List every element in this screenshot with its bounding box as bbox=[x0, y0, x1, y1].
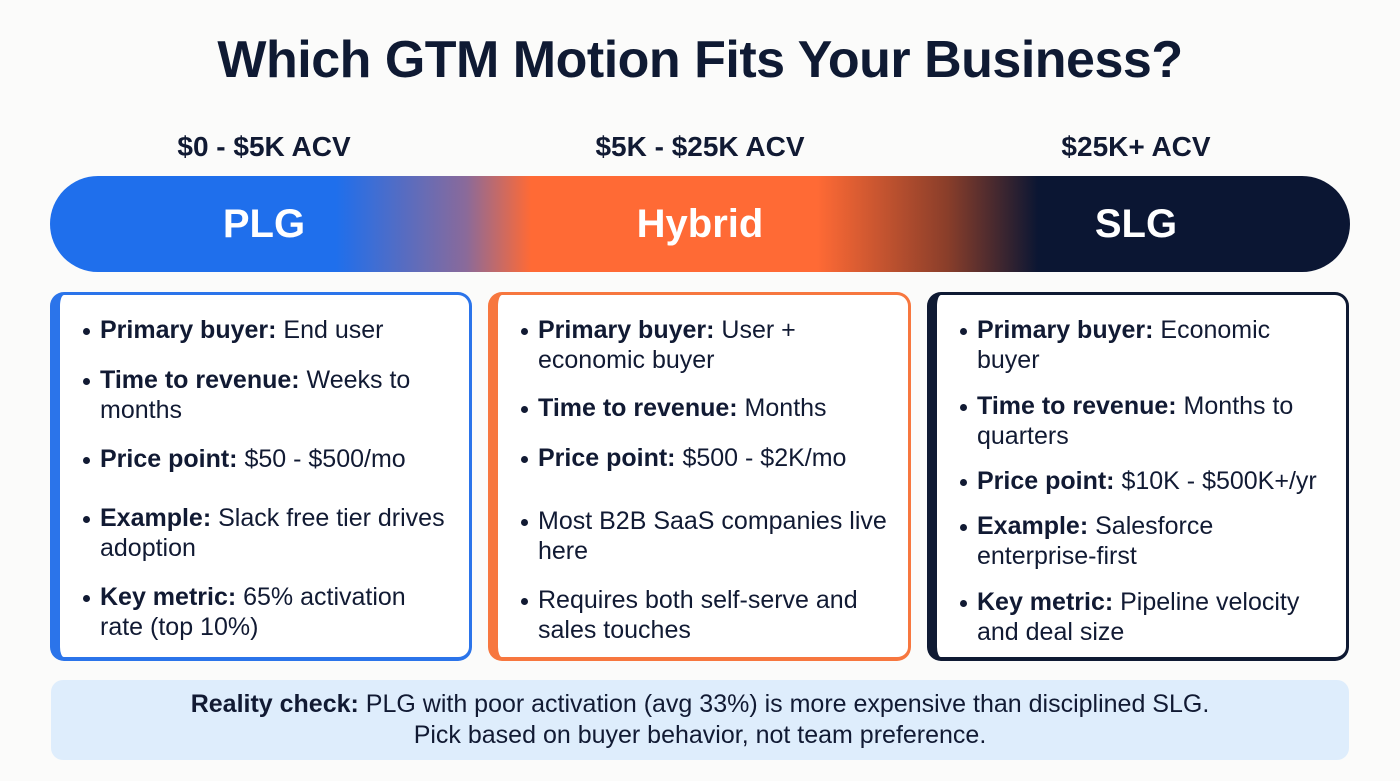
list-item: Example: Salesforce enterprise-first bbox=[960, 511, 1326, 571]
list-item: Primary buyer: User + economic buyer bbox=[521, 315, 888, 375]
item-key: Time to revenue: bbox=[977, 392, 1177, 420]
reality-check-text: PLG with poor activation (avg 33%) is mo… bbox=[358, 690, 1210, 718]
item-key: Example: bbox=[977, 512, 1089, 540]
reality-check-callout: Reality check: PLG with poor activation … bbox=[51, 680, 1349, 760]
list-item: Requires both self-serve and sales touch… bbox=[521, 585, 888, 645]
acv-label-slg: $25K+ ACV bbox=[1061, 131, 1211, 162]
item-key: Time to revenue: bbox=[538, 394, 738, 422]
plg-list: Primary buyer: End user Time to revenue:… bbox=[83, 315, 449, 642]
list-item: Price point: $10K - $500K+/yr bbox=[960, 466, 1326, 496]
list-item: Time to revenue: Months bbox=[521, 393, 888, 423]
item-key: Example: bbox=[100, 504, 212, 532]
item-value: Salesforce enterprise-first bbox=[977, 512, 1214, 570]
reality-check-line-2: Pick based on buyer behavior, not team p… bbox=[413, 721, 987, 749]
acv-label-plg: $0 - $5K ACV bbox=[177, 131, 351, 162]
item-value: Months to quarters bbox=[977, 392, 1294, 450]
item-key: Primary buyer: bbox=[977, 316, 1154, 344]
list-item: Time to revenue: Months to quarters bbox=[960, 391, 1326, 451]
card-plg: Primary buyer: End user Time to revenue:… bbox=[50, 292, 472, 661]
item-value: Requires both self-serve and sales touch… bbox=[538, 586, 858, 644]
bar-label-plg: PLG bbox=[222, 202, 306, 246]
acv-label-hybrid: $5K - $25K ACV bbox=[595, 131, 805, 162]
item-key: Key metric: bbox=[100, 583, 237, 611]
item-value: $10K - $500K+/yr bbox=[1114, 467, 1317, 495]
list-item: Time to revenue: Weeks to months bbox=[83, 365, 449, 425]
list-item: Price point: $500 - $2K/mo bbox=[521, 443, 888, 473]
list-item: Price point: $50 - $500/mo bbox=[83, 444, 449, 474]
reality-check-label: Reality check: bbox=[190, 690, 359, 718]
item-value: Pipeline velocity and deal size bbox=[977, 588, 1300, 646]
item-value: Most B2B SaaS companies live here bbox=[538, 507, 887, 565]
list-item: Key metric: Pipeline velocity and deal s… bbox=[960, 587, 1326, 647]
slg-list: Primary buyer: Economic buyer Time to re… bbox=[960, 315, 1326, 647]
item-key: Time to revenue: bbox=[100, 366, 300, 394]
item-key: Price point: bbox=[100, 445, 238, 473]
card-hybrid: Primary buyer: User + economic buyer Tim… bbox=[488, 292, 911, 661]
item-key: Key metric: bbox=[977, 588, 1114, 616]
item-key: Price point: bbox=[538, 444, 676, 472]
item-value: $500 - $2K/mo bbox=[675, 444, 847, 472]
item-value: Weeks to months bbox=[100, 366, 411, 424]
card-slg: Primary buyer: Economic buyer Time to re… bbox=[927, 292, 1349, 661]
item-key: Primary buyer: bbox=[538, 316, 715, 344]
reality-check-line-1: Reality check: PLG with poor activation … bbox=[51, 689, 1349, 720]
list-item: Most B2B SaaS companies live here bbox=[521, 506, 888, 566]
item-value: Economic buyer bbox=[977, 316, 1271, 374]
item-value: $50 - $500/mo bbox=[237, 445, 406, 473]
gtm-spectrum-bar: PLG Hybrid SLG bbox=[50, 176, 1350, 272]
hybrid-list: Primary buyer: User + economic buyer Tim… bbox=[521, 315, 888, 645]
list-item: Key metric: 65% activation rate (top 10%… bbox=[83, 582, 449, 642]
item-value: Slack free tier drives adoption bbox=[100, 504, 445, 562]
item-value: Months bbox=[737, 394, 827, 422]
item-key: Price point: bbox=[977, 467, 1115, 495]
list-item: Primary buyer: End user bbox=[83, 315, 449, 345]
item-value: User + economic buyer bbox=[538, 316, 796, 374]
bar-label-hybrid: Hybrid bbox=[636, 202, 764, 246]
list-item: Example: Slack free tier drives adoption bbox=[83, 503, 449, 563]
item-value: End user bbox=[276, 316, 384, 344]
list-item: Primary buyer: Economic buyer bbox=[960, 315, 1326, 375]
bar-label-slg: SLG bbox=[1094, 202, 1178, 246]
item-value: 65% activation rate (top 10%) bbox=[100, 583, 406, 641]
item-key: Primary buyer: bbox=[100, 316, 277, 344]
page-title: Which GTM Motion Fits Your Business? bbox=[217, 31, 1183, 89]
